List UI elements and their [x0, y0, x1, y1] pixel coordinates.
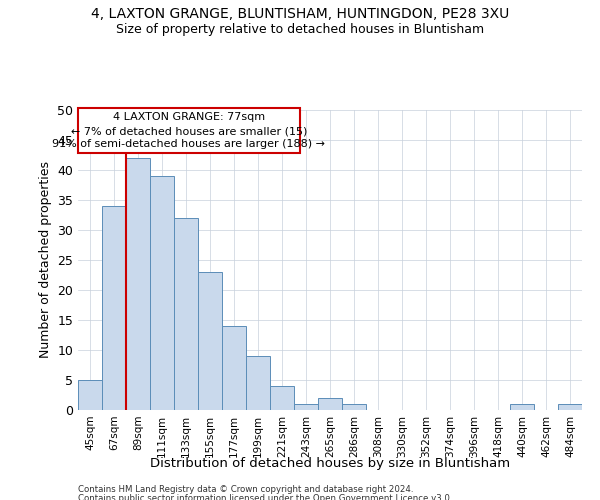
- Bar: [198, 272, 222, 410]
- Text: Size of property relative to detached houses in Bluntisham: Size of property relative to detached ho…: [116, 22, 484, 36]
- Bar: [174, 218, 198, 410]
- Bar: [246, 356, 270, 410]
- Bar: [78, 380, 102, 410]
- Bar: [510, 404, 534, 410]
- Bar: [222, 326, 246, 410]
- Text: 91% of semi-detached houses are larger (188) →: 91% of semi-detached houses are larger (…: [52, 140, 325, 149]
- Y-axis label: Number of detached properties: Number of detached properties: [38, 162, 52, 358]
- Text: Contains public sector information licensed under the Open Government Licence v3: Contains public sector information licen…: [78, 494, 452, 500]
- Bar: [318, 398, 342, 410]
- Text: Contains HM Land Registry data © Crown copyright and database right 2024.: Contains HM Land Registry data © Crown c…: [78, 485, 413, 494]
- Bar: [294, 404, 318, 410]
- Bar: [102, 206, 126, 410]
- Text: 4 LAXTON GRANGE: 77sqm: 4 LAXTON GRANGE: 77sqm: [113, 112, 265, 122]
- Text: Distribution of detached houses by size in Bluntisham: Distribution of detached houses by size …: [150, 457, 510, 470]
- Text: 4, LAXTON GRANGE, BLUNTISHAM, HUNTINGDON, PE28 3XU: 4, LAXTON GRANGE, BLUNTISHAM, HUNTINGDON…: [91, 8, 509, 22]
- Bar: [558, 404, 582, 410]
- Bar: [126, 158, 150, 410]
- Bar: [270, 386, 294, 410]
- Bar: [342, 404, 366, 410]
- Text: ← 7% of detached houses are smaller (15): ← 7% of detached houses are smaller (15): [71, 126, 307, 136]
- Bar: [150, 176, 174, 410]
